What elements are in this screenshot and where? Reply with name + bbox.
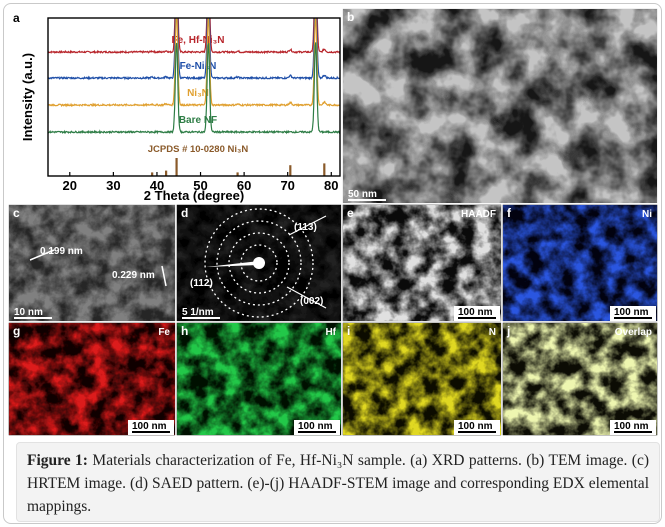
image-texture [343, 323, 501, 435]
lattice-label: 0.229 nm [112, 270, 155, 281]
x-tick-label: 30 [106, 178, 120, 193]
panel-title: N [489, 327, 496, 338]
panel-title: HAADF [461, 209, 496, 220]
caption-label: Figure 1: [27, 452, 88, 469]
panel-letter: a [13, 11, 20, 25]
image-texture [343, 9, 657, 203]
image-texture [503, 205, 657, 321]
panel-letter: g [13, 324, 20, 338]
scale-bar-label: 100 nm [132, 421, 167, 432]
panel-title: Hf [325, 327, 336, 338]
figure-card: Fe, Hf-Ni₃N Fe-Ni₃N Ni₃N Bare NF JCPDS # 10-… [3, 3, 662, 524]
legend-label: Fe-Ni₃N [180, 61, 217, 72]
scale-bar-label: 100 nm [458, 307, 493, 318]
panel-letter: h [181, 324, 188, 338]
scale-bar-label: 100 nm [458, 421, 493, 432]
panel-letter: e [347, 206, 354, 220]
image-texture [9, 205, 175, 321]
lattice-label: 0.199 nm [40, 246, 83, 257]
image-texture [9, 323, 175, 435]
legend-label: Fe, Hf-Ni₃N [172, 35, 225, 46]
scale-bar-label: 50 nm [348, 189, 377, 200]
panel-letter: d [181, 206, 188, 220]
reference-label: JCPDS # 10-0280 Ni₃N [148, 144, 249, 155]
panel-title: Overlap [615, 327, 652, 338]
scale-bar-label: 100 nm [614, 421, 649, 432]
panel-letter: c [13, 206, 20, 220]
panel-letter: i [347, 324, 350, 338]
panel-title: Fe [158, 327, 170, 338]
figure: Fe, Hf-Ni₃N Fe-Ni₃N Ni₃N Bare NF JCPDS # 10-… [8, 8, 658, 436]
panel-letter: j [506, 324, 510, 338]
y-axis-label: Intensity (a.u.) [20, 53, 35, 141]
panel-title: Ni [642, 209, 652, 220]
caption: Figure 1: Materials characterization of … [16, 442, 660, 522]
panel-letter: b [347, 10, 354, 24]
image-texture [343, 205, 501, 321]
scale-bar-label: 100 nm [614, 307, 649, 318]
x-axis-label: 2 Theta (degree) [144, 188, 244, 203]
legend-label: Bare NF [179, 115, 217, 126]
x-tick-label: 20 [63, 178, 77, 193]
caption-text: Materials characterization of Fe, Hf-Ni₃… [27, 452, 649, 515]
legend-label: Ni₃N [187, 88, 209, 99]
x-tick-label: 70 [280, 178, 294, 193]
plane-label: (112) [190, 278, 213, 289]
scale-bar-label: 5 1/nm [182, 307, 214, 318]
scale-bar-label: 100 nm [298, 421, 333, 432]
image-texture [503, 323, 657, 435]
scale-bar-label: 10 nm [14, 307, 43, 318]
x-tick-label: 80 [324, 178, 338, 193]
image-texture [177, 323, 341, 435]
